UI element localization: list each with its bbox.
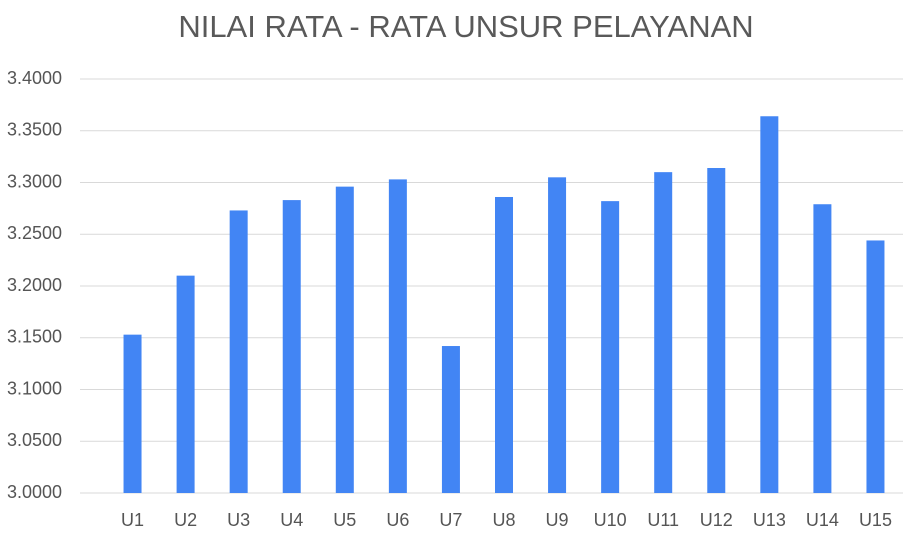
bar xyxy=(388,179,407,493)
y-tick-label: 3.1500 xyxy=(7,327,62,347)
bar xyxy=(707,168,726,493)
y-tick-label: 3.0000 xyxy=(7,482,62,502)
x-tick-label: U3 xyxy=(227,510,250,530)
bar xyxy=(335,186,354,493)
y-tick-label: 3.4000 xyxy=(7,68,62,88)
y-tick-label: 3.1000 xyxy=(7,378,62,398)
x-tick-label: U7 xyxy=(439,510,462,530)
bar xyxy=(548,177,567,493)
bar xyxy=(441,346,460,493)
x-tick-label: U11 xyxy=(647,510,679,530)
bar xyxy=(760,116,779,493)
bar xyxy=(866,240,885,493)
y-tick-label: 3.3500 xyxy=(7,120,62,140)
chart-title: NILAI RATA - RATA UNSUR PELAYANAN xyxy=(178,9,753,44)
x-tick-label: U13 xyxy=(753,510,786,530)
y-tick-label: 3.3000 xyxy=(7,171,62,191)
x-tick-label: U1 xyxy=(121,510,144,530)
y-tick-label: 3.2500 xyxy=(7,223,62,243)
x-tick-label: U9 xyxy=(546,510,569,530)
x-tick-label: U5 xyxy=(333,510,356,530)
bar xyxy=(654,172,673,493)
x-tick-label: U4 xyxy=(280,510,303,530)
bar xyxy=(495,196,513,494)
bar xyxy=(229,210,248,493)
x-tick-label: U2 xyxy=(174,510,197,530)
bar xyxy=(176,275,195,493)
x-tick-label: U8 xyxy=(492,510,515,530)
x-tick-label: U15 xyxy=(859,510,892,530)
x-tick-label: U14 xyxy=(806,510,839,530)
bar xyxy=(123,334,142,493)
x-tick-label: U12 xyxy=(700,510,733,530)
x-tick-label: U6 xyxy=(386,510,409,530)
x-tick-label: U10 xyxy=(594,510,627,530)
bar xyxy=(813,204,832,494)
y-tick-label: 3.0500 xyxy=(7,430,62,450)
y-tick-label: 3.2000 xyxy=(7,275,62,295)
bar xyxy=(282,200,301,493)
bar xyxy=(601,201,620,493)
